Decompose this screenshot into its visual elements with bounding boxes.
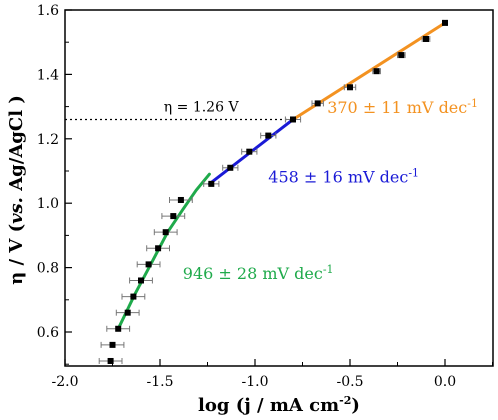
- data-point: [170, 213, 177, 220]
- x-tick-label: -1.0: [242, 374, 269, 390]
- axes: [64, 9, 494, 367]
- data-point: [347, 84, 353, 91]
- data-point: [138, 277, 144, 284]
- y-axis-label-eta: η / V (: [6, 224, 27, 285]
- x-tick-label: -0.5: [337, 374, 364, 390]
- y-tick-label: 1.4: [37, 67, 59, 83]
- x-tick-label: 0.0: [434, 374, 456, 390]
- fit-slope-unit-sup: -1: [408, 166, 419, 179]
- x-tick-label: -1.5: [147, 374, 174, 390]
- data-point: [155, 245, 162, 252]
- y-tick-label: 1.0: [37, 196, 59, 212]
- x-axis-label-main: log (j / mA cm: [198, 395, 339, 416]
- fit-slope-label: 946 ± 28 mV dec-1: [183, 263, 334, 283]
- y-tick-label: 1.6: [37, 3, 59, 19]
- y-axis-label-rest: Ag/AgCl ): [6, 95, 27, 197]
- fit-slope-label: 370 ± 11 mV dec-1: [327, 97, 478, 117]
- x-axis-label-sup: -2: [339, 394, 351, 407]
- data-point: [265, 132, 272, 139]
- data-point: [107, 357, 114, 364]
- data-point: [442, 19, 448, 26]
- y-axis-label: η / V (vs. Ag/AgCl ): [6, 95, 27, 285]
- data-point: [162, 229, 169, 236]
- x-axis-label: log (j / mA cm-2): [198, 394, 360, 416]
- y-axis-label-vs: vs.: [6, 197, 27, 224]
- y-tick-label: 0.8: [37, 261, 59, 277]
- data-point: [130, 293, 137, 300]
- data-point: [314, 100, 321, 107]
- data-points: [98, 19, 448, 364]
- data-point: [290, 116, 296, 123]
- y-tick-label: 0.6: [37, 325, 59, 341]
- data-point: [227, 164, 234, 171]
- data-point: [115, 325, 122, 332]
- fit-slope-value: 370 ± 11 mV dec: [327, 98, 467, 117]
- x-tick-label: -2.0: [52, 374, 79, 390]
- data-point: [246, 148, 253, 155]
- fit-slope-label: 458 ± 16 mV dec-1: [268, 166, 419, 186]
- data-point: [373, 68, 380, 75]
- fit-slope-value: 946 ± 28 mV dec: [183, 264, 323, 283]
- data-point: [145, 261, 152, 268]
- ticks: -2.0 -1.5 -1.0 -0.5 0.0 0.6 0.8 1.0 1.2 1.4 1.6: [37, 3, 493, 390]
- fit-slope-unit-sup: -1: [323, 263, 334, 276]
- x-axis-label-close: ): [351, 395, 360, 416]
- data-point: [109, 341, 116, 348]
- threshold-line-group: η = 1.26 V: [65, 99, 293, 121]
- plot-frame: [64, 9, 494, 367]
- data-point: [208, 180, 215, 187]
- data-point: [177, 196, 184, 203]
- threshold-label: η = 1.26 V: [164, 99, 240, 115]
- fit-line: [116, 172, 211, 331]
- data-point: [423, 35, 429, 42]
- fit-slope-unit-sup: -1: [467, 97, 478, 110]
- y-tick-label: 1.2: [37, 132, 59, 148]
- fit-slope-value: 458 ± 16 mV dec: [268, 167, 408, 186]
- data-point: [124, 309, 131, 316]
- data-point: [398, 52, 405, 59]
